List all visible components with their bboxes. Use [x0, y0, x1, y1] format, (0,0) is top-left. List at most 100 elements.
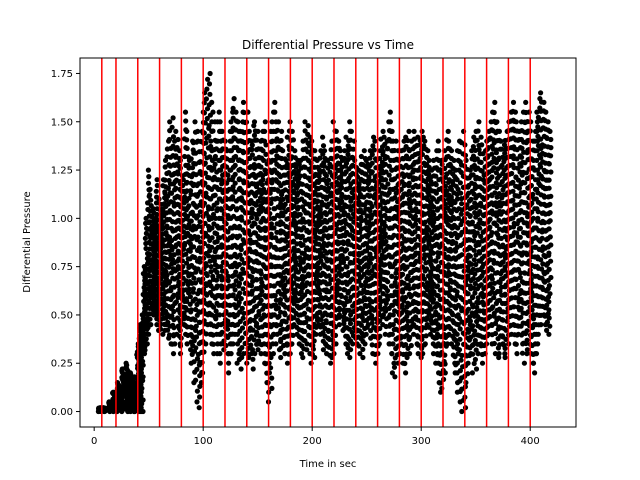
- data-point: [478, 282, 484, 288]
- data-point: [416, 242, 422, 248]
- data-point: [532, 370, 538, 376]
- data-point: [369, 151, 375, 158]
- data-point: [184, 145, 190, 151]
- data-point: [356, 184, 362, 190]
- data-point: [467, 213, 473, 219]
- data-point: [371, 186, 377, 192]
- data-point: [280, 196, 286, 202]
- data-point: [402, 360, 408, 367]
- data-point: [184, 260, 190, 266]
- data-point: [300, 242, 306, 248]
- data-point: [471, 257, 477, 263]
- data-point: [197, 209, 203, 215]
- data-point: [433, 173, 439, 179]
- data-point: [524, 347, 531, 353]
- data-point: [252, 221, 258, 227]
- data-point: [216, 109, 222, 115]
- data-point: [424, 315, 430, 321]
- data-point: [190, 286, 196, 292]
- data-point: [232, 171, 238, 177]
- data-point: [487, 313, 493, 320]
- data-point: [232, 189, 238, 195]
- data-point: [275, 188, 282, 194]
- data-point: [344, 247, 350, 253]
- data-point: [197, 239, 203, 245]
- data-point: [425, 148, 431, 154]
- data-point: [435, 138, 441, 144]
- data-point: [153, 200, 160, 206]
- data-point: [127, 370, 133, 376]
- data-point: [442, 361, 448, 367]
- data-point: [207, 70, 213, 77]
- data-point: [471, 360, 477, 367]
- data-point: [489, 267, 495, 273]
- data-point: [510, 179, 516, 185]
- data-point: [184, 179, 190, 185]
- data-point: [416, 267, 422, 273]
- data-point: [197, 159, 203, 165]
- data-point: [193, 377, 199, 383]
- data-point: [249, 142, 255, 148]
- data-point: [510, 215, 516, 221]
- data-point: [147, 219, 153, 225]
- data-point: [404, 264, 410, 270]
- data-point: [184, 341, 190, 347]
- data-point: [258, 271, 264, 277]
- data-point: [240, 315, 246, 321]
- data-point: [459, 229, 465, 235]
- data-point: [248, 342, 254, 348]
- data-point: [236, 299, 242, 306]
- data-point: [347, 119, 353, 125]
- data-point: [406, 180, 412, 186]
- data-point: [523, 170, 530, 176]
- data-point: [519, 154, 525, 160]
- data-point: [502, 291, 508, 297]
- data-point: [477, 225, 483, 231]
- data-point: [192, 254, 198, 260]
- data-point: [436, 148, 442, 154]
- data-point: [384, 288, 391, 294]
- data-point: [123, 360, 129, 366]
- data-point: [358, 153, 364, 160]
- data-point: [475, 128, 481, 134]
- data-point: [510, 188, 516, 194]
- data-point: [275, 305, 282, 311]
- data-point: [212, 161, 218, 167]
- data-point: [151, 296, 157, 303]
- data-point: [407, 351, 413, 357]
- data-point: [399, 302, 405, 308]
- data-point: [295, 204, 301, 210]
- data-point: [492, 351, 498, 357]
- data-point: [477, 217, 483, 223]
- data-point: [424, 245, 430, 251]
- data-point: [214, 231, 220, 237]
- data-point: [203, 341, 209, 347]
- data-point: [239, 345, 245, 351]
- data-point: [380, 148, 386, 154]
- data-point: [213, 316, 219, 322]
- data-point: [191, 244, 197, 250]
- data-point: [474, 318, 480, 325]
- data-point: [290, 332, 296, 338]
- data-point: [194, 356, 201, 362]
- data-point: [382, 223, 388, 229]
- data-point: [479, 360, 486, 366]
- data-point: [284, 342, 290, 348]
- data-point: [471, 332, 477, 338]
- data-point: [313, 331, 319, 337]
- data-point: [238, 296, 244, 302]
- data-point: [435, 254, 441, 260]
- data-point: [503, 327, 509, 333]
- data-point: [422, 341, 428, 347]
- data-point: [476, 242, 482, 248]
- data-point: [448, 248, 454, 254]
- data-point: [234, 206, 240, 212]
- data-point: [284, 297, 290, 303]
- data-point: [243, 169, 249, 175]
- data-point: [232, 287, 238, 293]
- data-point: [472, 290, 478, 296]
- data-point: [195, 213, 201, 219]
- data-point: [239, 217, 245, 223]
- data-point: [382, 262, 388, 268]
- data-point: [416, 250, 422, 256]
